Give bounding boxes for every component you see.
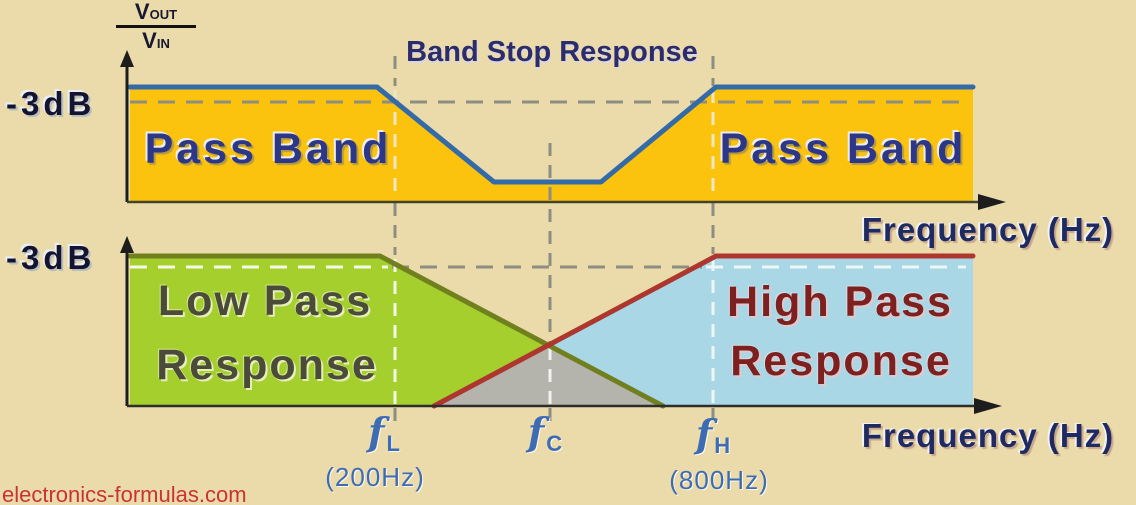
bottom-3db-label: -3dB bbox=[6, 239, 96, 276]
band-stop-title: Band Stop Response bbox=[406, 36, 698, 68]
tick-fc: fC bbox=[527, 409, 563, 456]
low-pass-label-line2: Response bbox=[156, 341, 378, 389]
watermark: electronics-formulas.com bbox=[2, 482, 247, 505]
pass-band-left-label: Pass Band bbox=[144, 125, 392, 173]
top-y-axis-arrow-icon bbox=[120, 50, 134, 67]
bottom-x-axis-arrow-icon bbox=[974, 398, 1002, 414]
ratio-denominator: VIN bbox=[142, 28, 170, 53]
high-pass-curve bbox=[431, 253, 976, 409]
ratio-numerator: VOUT bbox=[134, 0, 178, 24]
tick-fh: fH bbox=[695, 411, 731, 458]
band-stop-curve bbox=[127, 84, 976, 185]
pass-band-right-label: Pass Band bbox=[719, 125, 967, 173]
pass-band-area bbox=[130, 88, 973, 201]
bottom-x-axis bbox=[127, 398, 1002, 414]
top-3db-label: -3dB bbox=[6, 85, 96, 122]
bottom-y-axis-arrow-icon bbox=[120, 236, 134, 253]
fraction-bar bbox=[116, 25, 196, 28]
top-x-axis-label: Frequency (Hz) bbox=[861, 211, 1115, 248]
top-y-axis bbox=[120, 50, 134, 202]
tick-fl: fL bbox=[368, 409, 400, 456]
top-x-axis-arrow-icon bbox=[978, 194, 1006, 210]
y-axis-ratio-label: VOUT VIN bbox=[110, 1, 202, 52]
bottom-x-axis-label: Frequency (Hz) bbox=[861, 417, 1115, 454]
low-pass-label-line1: Low Pass bbox=[157, 277, 373, 325]
bottom-y-axis bbox=[120, 236, 134, 406]
low-pass-curve bbox=[127, 253, 666, 409]
low-pass-area bbox=[130, 257, 551, 406]
high-pass-label-line1: High Pass bbox=[727, 278, 953, 326]
high-pass-area bbox=[551, 257, 973, 406]
high-pass-label-line2: Response bbox=[730, 337, 952, 385]
tick-fl-value: (200Hz) bbox=[325, 462, 425, 492]
tick-fh-value: (800Hz) bbox=[669, 465, 769, 495]
top-x-axis bbox=[127, 194, 1006, 210]
